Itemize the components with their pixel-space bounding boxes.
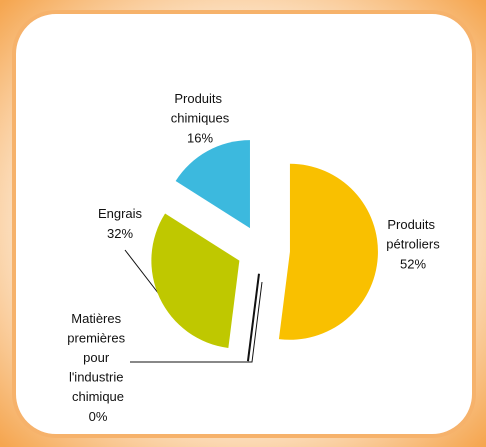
leader-line: [124, 249, 163, 299]
pie-slice: [278, 163, 378, 340]
slice-label: Engrais: [98, 206, 143, 221]
value-label: 0%: [89, 409, 108, 424]
value-label: 52%: [400, 256, 426, 271]
pie-slice: [246, 273, 260, 362]
slice-label: Produits pétroliers: [386, 217, 440, 252]
slice-label: Matières premières pour l'industrie chim…: [67, 311, 128, 404]
pie-slice: [151, 213, 240, 348]
pie-slice: [175, 140, 250, 229]
value-label: 16%: [187, 130, 213, 145]
value-label: 32%: [107, 226, 133, 241]
slice-label: Produits chimiques: [171, 91, 230, 126]
leader-line: [130, 281, 263, 363]
